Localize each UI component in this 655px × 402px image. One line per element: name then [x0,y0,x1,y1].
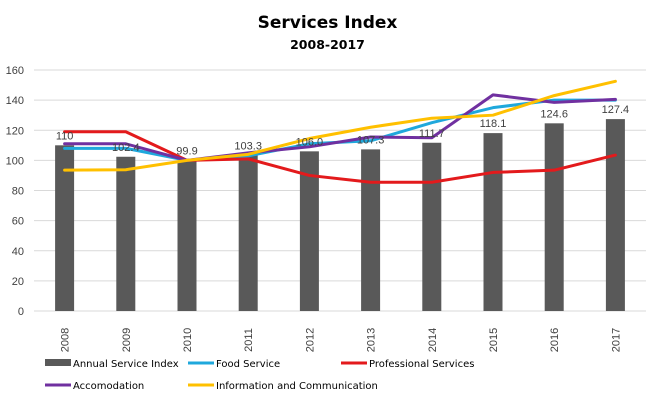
legend: Annual Service Index Food Service Professi… [45,359,474,392]
x-tick-label: 2014 [427,328,439,352]
x-tick-label: 2009 [121,328,133,352]
chart-title: Services Index [258,13,398,33]
legend-item: Annual Service Index [45,359,179,370]
legend-item: Food Service [188,359,280,370]
legend-item: Information and Communication [188,381,378,392]
bar-2014 [422,142,442,311]
y-tick-label: 40 [12,246,24,258]
y-tick-label: 100 [6,155,24,167]
chart-subtitle: 2008-2017 [290,37,365,52]
data-label-2015: 118.1 [480,118,507,130]
y-tick-label: 120 [6,125,24,137]
legend-item: Professional Services [341,359,474,370]
bar-2017 [605,119,625,311]
line-professional-services [63,130,617,184]
legend-label: Annual Service Index [73,359,179,370]
bar-2012 [299,151,319,311]
data-label-2011: 103.3 [234,140,262,152]
bar-2008 [55,145,75,311]
y-tick-label: 0 [18,306,24,318]
data-label-2009: 102.4 [112,142,140,154]
x-tick-label: 2012 [304,328,316,352]
bar-2011 [238,155,258,311]
line-information-and-communication [63,79,617,172]
y-tick-label: 140 [6,95,24,107]
legend-label: Information and Communication [216,381,378,392]
data-label-2010: 99.9 [176,146,197,158]
x-tick-label: 2011 [243,328,255,352]
x-tick-label: 2016 [549,328,561,352]
line-accomodation [63,93,617,162]
y-tick-label: 60 [12,216,24,228]
x-tick-label: 2008 [60,328,72,352]
line-series [63,79,617,184]
y-tick-label: 20 [12,276,24,288]
x-axis-ticks: 2008 2009 2010 2011 2012 2013 2014 2015 2016 2017 [60,328,623,352]
y-tick-label: 80 [12,186,24,198]
data-labels: 110 102.4 99.9 103.3 106.0 107.3 111.7 118.1 124… [56,104,629,157]
bar-2010 [177,160,197,311]
x-tick-label: 2013 [366,328,378,352]
x-tick-label: 2010 [182,328,194,352]
y-axis-ticks: 0 20 40 60 80 100 120 140 160 [6,65,24,318]
data-label-2012: 106.0 [296,136,324,148]
legend-label: Accomodation [73,381,144,392]
y-tick-label: 160 [6,65,24,77]
gridlines [34,69,646,312]
bar-2016 [544,123,564,311]
data-label-2008: 110 [56,130,74,142]
x-tick-label: 2015 [488,328,500,352]
data-label-2017: 127.4 [602,104,630,116]
legend-label: Food Service [216,359,280,370]
legend-label: Professional Services [369,359,474,370]
data-label-2014: 111.7 [419,128,445,140]
legend-swatch [45,359,71,366]
data-label-2013: 107.3 [357,134,385,146]
bar-2013 [361,149,381,311]
x-tick-label: 2017 [610,328,622,352]
legend-item: Accomodation [45,381,144,392]
bar-2015 [483,133,503,311]
bar-2009 [116,156,136,311]
data-label-2016: 124.6 [540,108,568,120]
